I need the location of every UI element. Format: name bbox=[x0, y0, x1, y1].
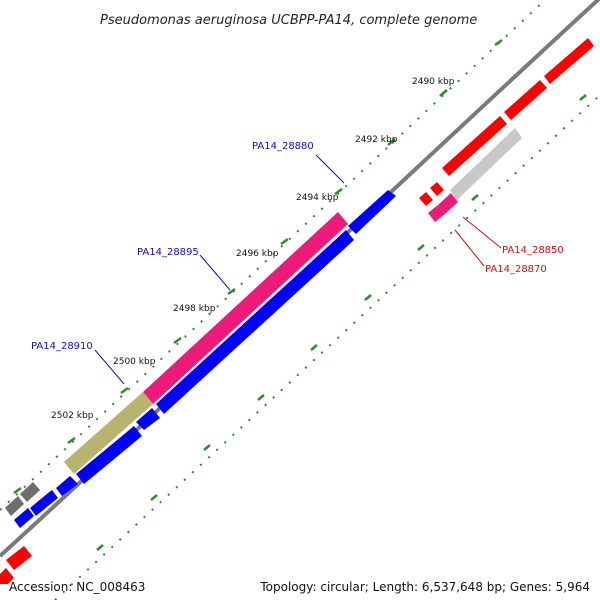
accession-text: Accession: NC_008463 bbox=[9, 580, 146, 594]
tick-label-2494: 2494 kbp bbox=[296, 193, 339, 203]
gene-arrow[interactable] bbox=[0, 568, 14, 584]
gene-arrow[interactable] bbox=[430, 182, 444, 196]
gene-arrow[interactable] bbox=[504, 80, 547, 120]
label-pa14-28870: PA14_28870 bbox=[485, 264, 547, 275]
label-leaders bbox=[94, 154, 502, 385]
gene-pink-small[interactable] bbox=[438, 193, 458, 214]
gene-arrow[interactable] bbox=[30, 498, 48, 516]
gene-arrow[interactable] bbox=[6, 546, 32, 570]
gene-arrow[interactable] bbox=[14, 508, 34, 528]
gene-dark-gray[interactable] bbox=[5, 496, 24, 516]
inner-tick-track bbox=[54, 94, 600, 600]
label-pa14-28880: PA14_28880 bbox=[252, 141, 314, 152]
gene-arrow[interactable] bbox=[348, 190, 396, 234]
outer-major-ticks bbox=[13, 38, 503, 495]
gene-labels: PA14_28880 PA14_28895 PA14_28910 PA14_28… bbox=[31, 141, 564, 352]
tick-label-2498: 2498 kbp bbox=[173, 304, 216, 314]
gene-arrow[interactable] bbox=[544, 38, 594, 84]
reverse-genes[interactable] bbox=[14, 190, 396, 528]
gene-arrow[interactable] bbox=[419, 192, 433, 206]
gene-arrow[interactable] bbox=[136, 408, 160, 430]
gene-pink-small[interactable] bbox=[428, 205, 445, 222]
gene-arrow[interactable] bbox=[76, 426, 142, 484]
tick-label-2502: 2502 kbp bbox=[51, 411, 94, 421]
gene-arrow[interactable] bbox=[156, 230, 354, 414]
tick-label-2496: 2496 kbp bbox=[236, 249, 279, 259]
forward-genes-upper[interactable] bbox=[419, 38, 594, 206]
tick-label-2490: 2490 kbp bbox=[412, 77, 455, 87]
gene-arrow[interactable] bbox=[442, 116, 507, 176]
gene-arrow[interactable] bbox=[42, 490, 58, 506]
scale-labels: 2490 kbp 2492 kbp 2494 kbp 2496 kbp 2498… bbox=[51, 77, 455, 421]
gene-light-gray[interactable] bbox=[450, 128, 522, 200]
label-pa14-28910: PA14_28910 bbox=[31, 341, 93, 352]
tick-label-2492: 2492 kbp bbox=[355, 135, 398, 145]
topology-text: Topology: circular; Length: 6,537,648 bp… bbox=[260, 580, 590, 594]
label-pa14-28895: PA14_28895 bbox=[137, 247, 199, 258]
gene-pink-highlight[interactable] bbox=[143, 212, 348, 404]
tick-label-2500: 2500 kbp bbox=[113, 357, 156, 367]
gene-olive-highlight[interactable] bbox=[64, 392, 153, 474]
forward-genes-lower[interactable] bbox=[0, 546, 32, 584]
gene-dark-gray[interactable] bbox=[20, 482, 40, 502]
label-pa14-28850: PA14_28850 bbox=[502, 245, 564, 256]
gene-arrow[interactable] bbox=[56, 476, 78, 496]
map-title: Pseudomonas aeruginosa UCBPP-PA14, compl… bbox=[100, 13, 477, 28]
